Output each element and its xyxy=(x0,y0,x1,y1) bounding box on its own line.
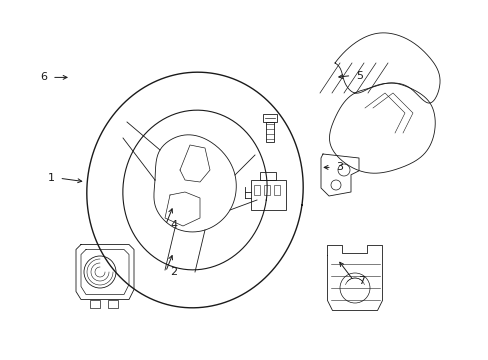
Bar xyxy=(273,185,279,195)
Bar xyxy=(263,114,276,122)
Bar xyxy=(250,180,285,210)
Bar xyxy=(108,300,118,307)
Text: 5: 5 xyxy=(355,71,362,81)
Bar xyxy=(253,185,259,195)
Text: 3: 3 xyxy=(336,162,343,172)
Text: 2: 2 xyxy=(170,267,177,277)
Bar xyxy=(260,172,275,180)
Text: 1: 1 xyxy=(48,173,55,183)
Text: 6: 6 xyxy=(41,72,47,82)
Bar xyxy=(90,300,100,307)
Bar xyxy=(263,185,269,195)
Text: 4: 4 xyxy=(170,220,177,230)
Bar xyxy=(265,122,273,142)
Text: 7: 7 xyxy=(358,276,365,286)
